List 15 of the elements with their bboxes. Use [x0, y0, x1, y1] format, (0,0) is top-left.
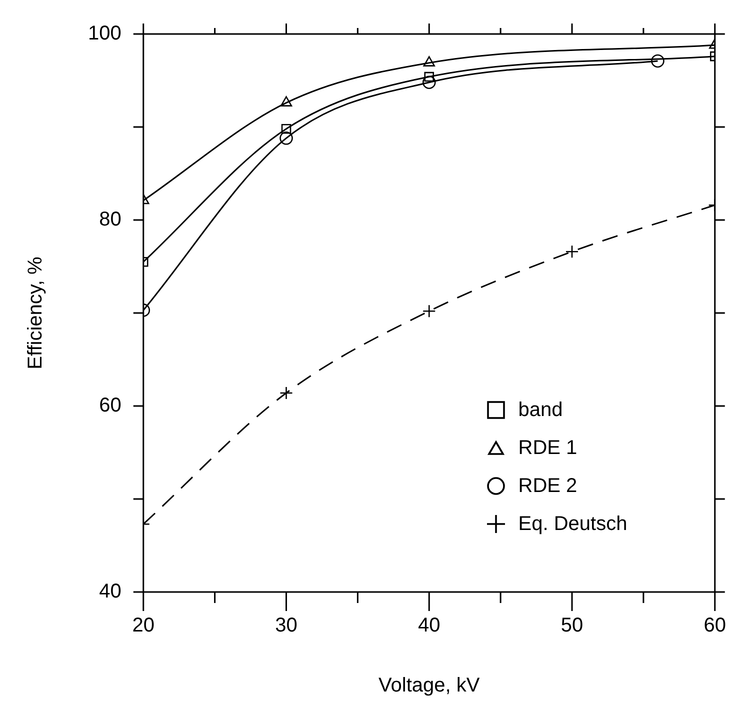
x-tick-label: 50: [560, 614, 584, 637]
legend-label: RDE 1: [518, 436, 578, 462]
x-tick-label: 30: [275, 614, 298, 637]
y-tick-label: 80: [99, 208, 122, 231]
x-axis-title: Voltage, kV: [378, 674, 480, 697]
y-tick-label: 100: [88, 22, 122, 45]
x-tick-label: 40: [418, 614, 440, 637]
y-axis-title: Efficiency, %: [24, 256, 47, 370]
x-tick-label: 20: [132, 614, 154, 637]
x-tick-label: 60: [704, 614, 726, 637]
y-tick-label: 40: [99, 580, 122, 603]
legend-label: Eq. Deutsch: [518, 512, 628, 538]
y-tick-label: 60: [99, 394, 122, 417]
legend-label: RDE 2: [518, 474, 578, 500]
legend-label: band: [518, 398, 563, 424]
